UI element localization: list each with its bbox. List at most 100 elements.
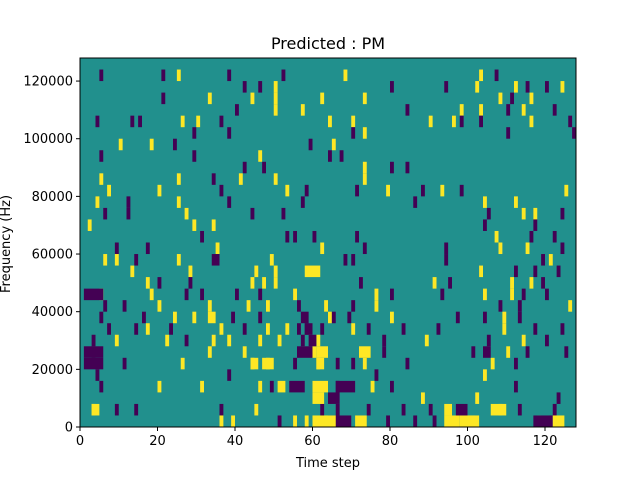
heatmap-cell	[335, 403, 340, 416]
heatmap-cell	[273, 92, 278, 105]
heatmap-cell	[541, 254, 545, 266]
heatmap-cell	[134, 254, 139, 266]
heatmap-cell	[413, 415, 418, 427]
heatmap-cell	[114, 242, 119, 255]
heatmap-cell	[521, 207, 526, 220]
heatmap-cell	[320, 323, 325, 335]
heatmap-cell	[219, 415, 224, 427]
heatmap-cell	[525, 242, 530, 255]
heatmap-cell	[351, 254, 356, 266]
heatmap-cell	[510, 277, 514, 289]
heatmap-cell	[331, 311, 336, 324]
heatmap-cell	[331, 138, 336, 151]
heatmap-cell	[114, 334, 119, 347]
heatmap-cell	[359, 277, 363, 289]
heatmap-cell	[568, 300, 573, 312]
heatmap-cell	[529, 230, 534, 243]
heatmap-cell	[192, 219, 197, 231]
heatmap-cell	[428, 115, 433, 128]
heatmap-cell	[207, 346, 212, 358]
heatmap-cell	[366, 403, 371, 416]
heatmap-cell	[390, 288, 394, 301]
heatmap-cell	[382, 346, 387, 358]
heatmap-cell	[351, 300, 356, 312]
heatmap-cell	[448, 277, 452, 289]
heatmap-cell	[316, 334, 321, 347]
heatmap-cell-run	[533, 415, 553, 427]
heatmap-cell	[180, 357, 185, 370]
heatmap-cell	[440, 288, 445, 301]
heatmap-cell	[254, 403, 259, 416]
heatmap-cell	[386, 184, 390, 197]
heatmap-cell	[145, 242, 150, 255]
heatmap-cell	[366, 323, 371, 335]
heatmap-cell	[328, 115, 332, 128]
heatmap-cell	[95, 115, 100, 128]
heatmap-cell	[479, 104, 483, 116]
heatmap-cell-run	[83, 346, 104, 358]
heatmap-cell	[246, 300, 251, 312]
heatmap-cell-run	[83, 288, 104, 301]
heatmap-cell	[514, 196, 518, 208]
heatmap-cell-run	[312, 415, 328, 427]
heatmap-cell	[235, 288, 239, 301]
heatmap-cell	[514, 357, 518, 370]
heatmap-cell	[564, 346, 569, 358]
heatmap-cell	[374, 288, 379, 301]
heatmap-cell	[277, 334, 282, 347]
heatmap-cell	[99, 173, 104, 185]
heatmap-cell	[227, 196, 232, 208]
heatmap-cell	[308, 138, 313, 151]
x-tick-label: 20	[149, 434, 166, 449]
heatmap-cell	[273, 81, 278, 93]
heatmap-cell	[529, 115, 534, 128]
heatmap-cell	[560, 242, 565, 255]
heatmap-cell	[157, 300, 162, 312]
heatmap-cell-run	[355, 415, 367, 427]
heatmap-cell	[300, 334, 305, 347]
heatmap-cell	[320, 92, 325, 105]
heatmap-cell	[552, 403, 557, 416]
heatmap-cell	[227, 69, 232, 82]
heatmap-cell	[200, 288, 204, 301]
heatmap-cell-run	[300, 311, 309, 324]
heatmap-cell	[297, 323, 301, 335]
heatmap-cell	[161, 92, 166, 105]
heatmap-cell	[176, 196, 181, 208]
heatmap-cell	[145, 323, 150, 335]
heatmap-cell	[269, 380, 274, 393]
heatmap-cell	[405, 161, 410, 174]
heatmap-cell	[521, 288, 526, 301]
heatmap-cell	[134, 323, 139, 335]
heatmap-cell	[312, 346, 317, 358]
heatmap-cell-run	[324, 415, 336, 427]
heatmap-cell	[560, 207, 565, 220]
heatmap-cell	[498, 300, 503, 312]
heatmap-cell	[238, 173, 243, 185]
heatmap-cell	[475, 392, 480, 404]
heatmap-cell-run	[297, 346, 313, 358]
heatmap-cell	[130, 265, 135, 278]
y-tick-label: 40000	[32, 305, 73, 320]
heatmap-cell	[421, 392, 425, 404]
heatmap-cell	[498, 242, 503, 255]
heatmap-cell-run	[308, 334, 317, 347]
heatmap-cell	[227, 334, 232, 347]
heatmap-cell	[285, 230, 290, 243]
heatmap-cell	[494, 69, 499, 82]
heatmap-cell	[525, 346, 530, 358]
heatmap-cell	[351, 357, 356, 370]
heatmap-cell	[390, 81, 394, 93]
heatmap-cell	[262, 161, 266, 174]
heatmap-cell	[494, 230, 499, 243]
heatmap-cell	[269, 254, 274, 266]
heatmap-cell	[122, 357, 127, 370]
heatmap-cell-run	[211, 254, 220, 266]
heatmap-cell	[506, 104, 511, 116]
heatmap-cell	[556, 265, 561, 278]
heatmap-cell	[486, 334, 491, 347]
heatmap-cell	[545, 81, 549, 93]
heatmap-cell-run	[335, 380, 356, 393]
heatmap-cell	[432, 277, 437, 289]
heatmap-cell	[107, 323, 111, 335]
